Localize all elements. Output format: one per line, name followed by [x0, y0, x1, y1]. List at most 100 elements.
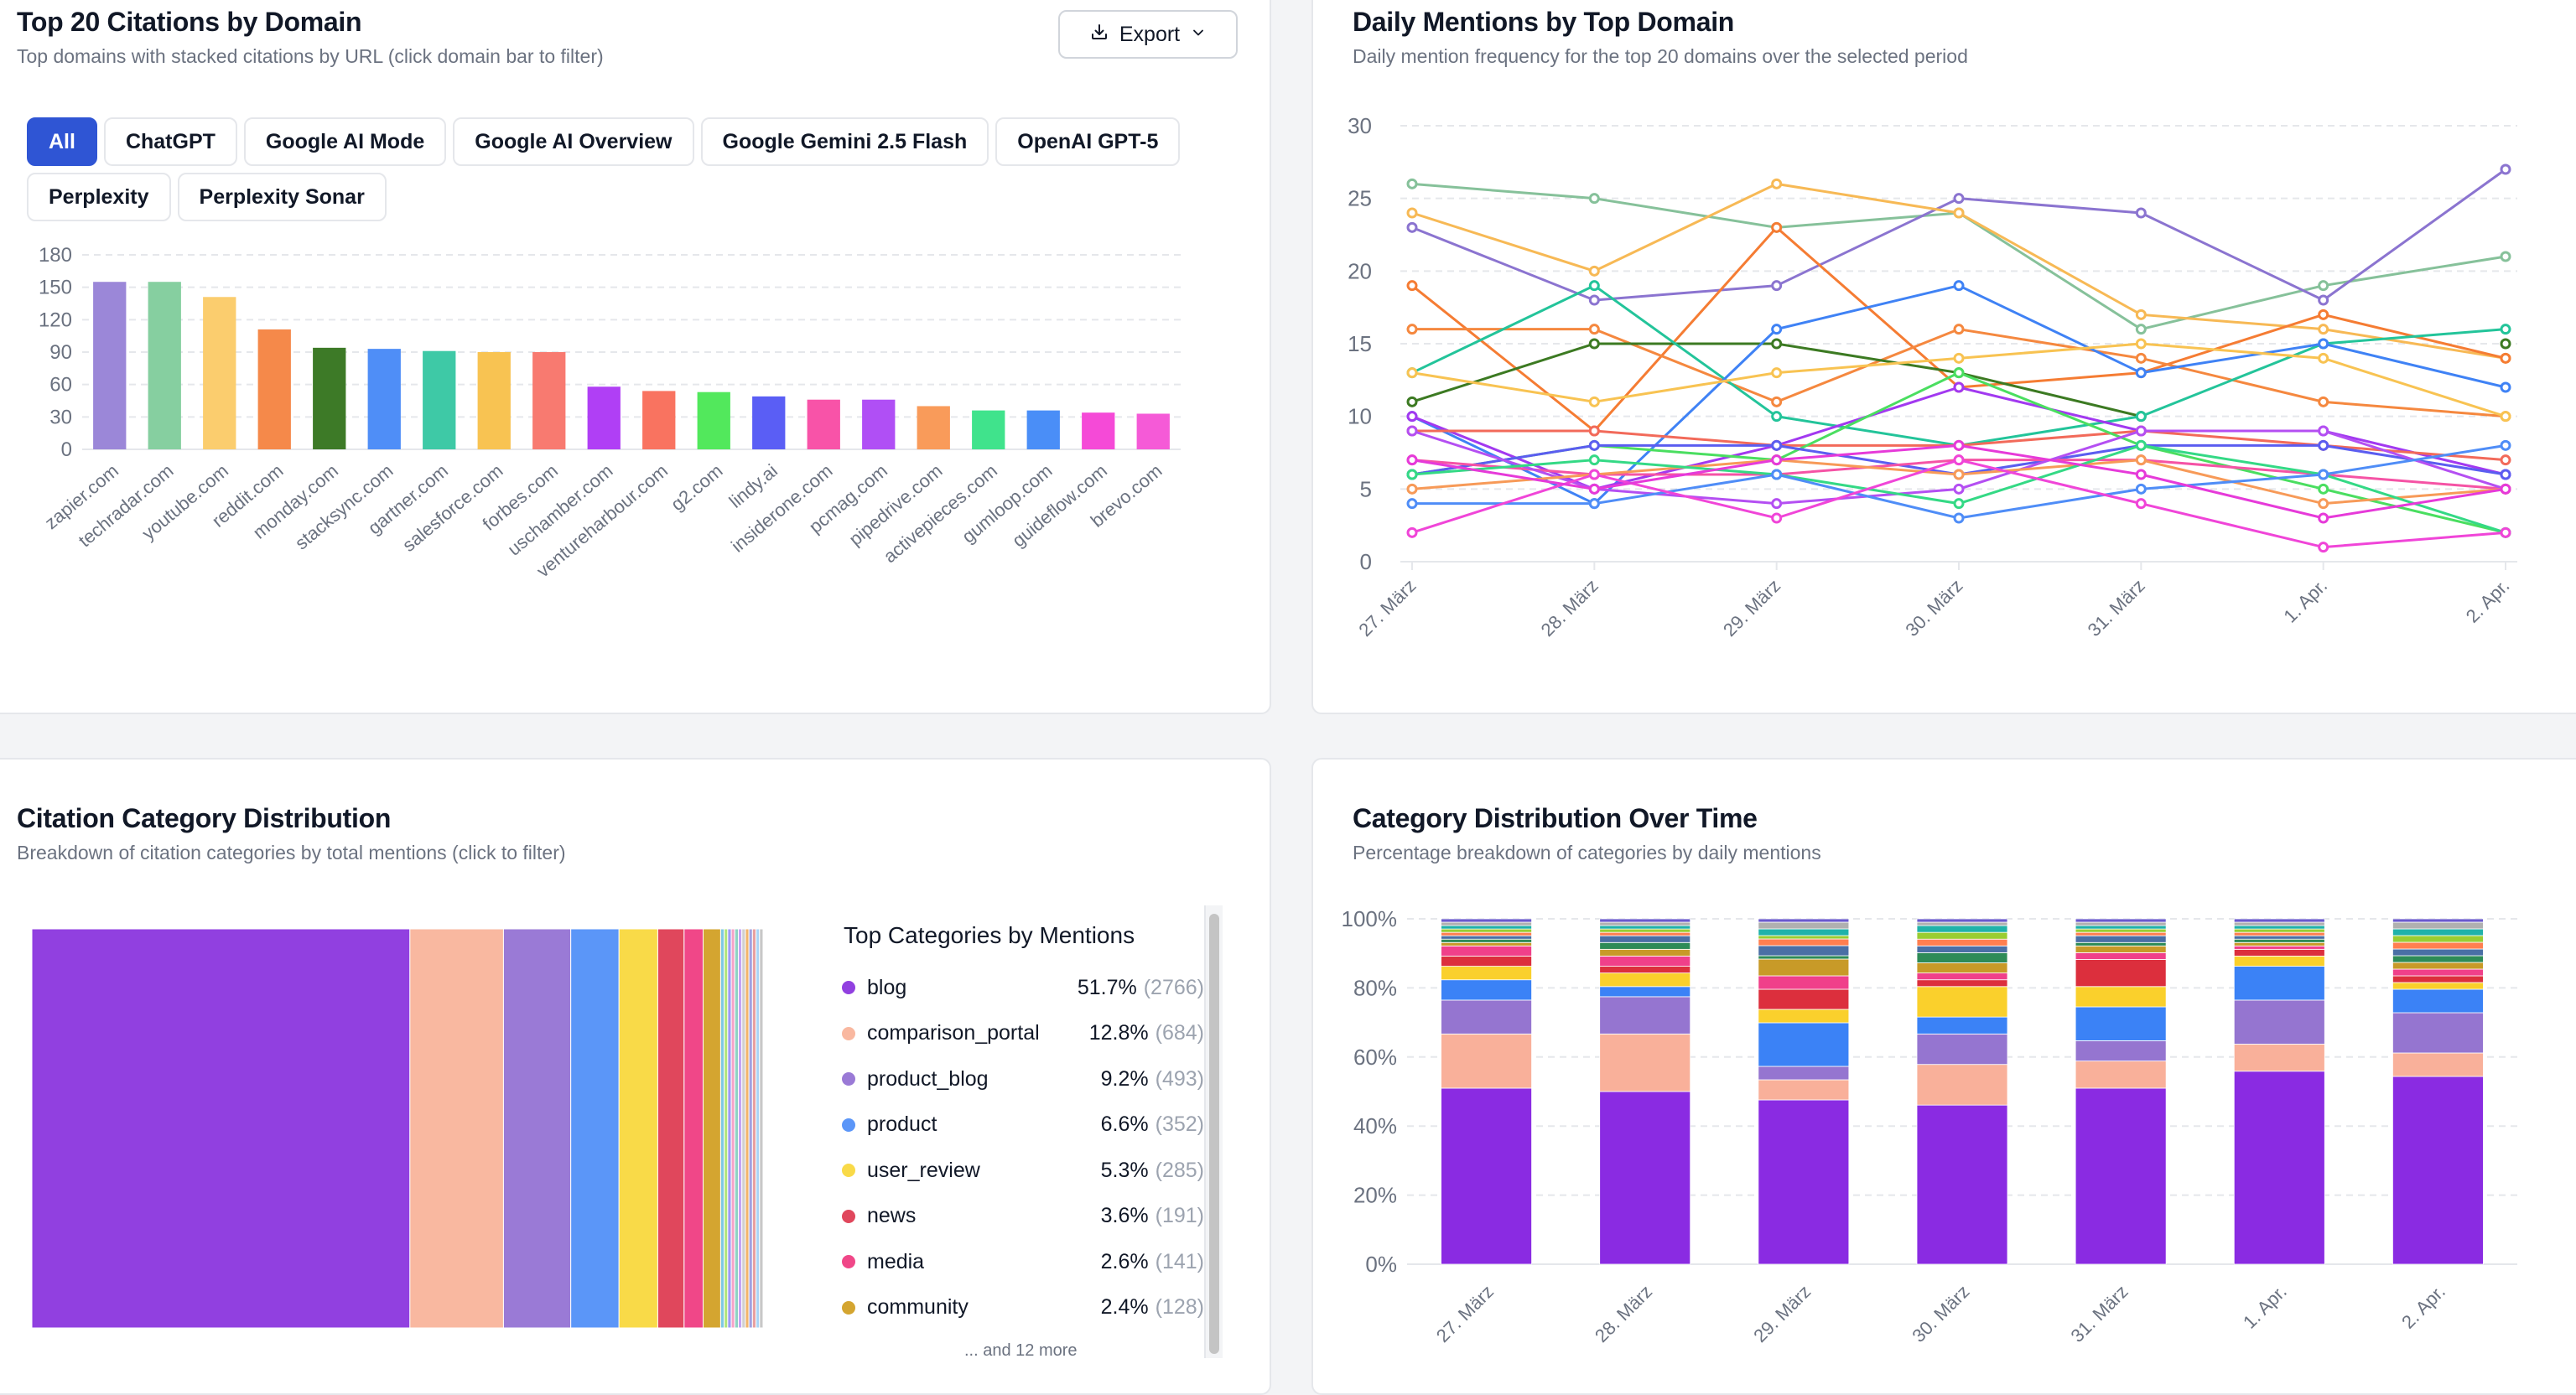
data-point: [1588, 324, 1600, 335]
data-point: [2135, 439, 2147, 451]
data-point: [2135, 411, 2147, 423]
tab-all[interactable]: All: [27, 117, 97, 166]
stacked-segment: [1599, 996, 1691, 1035]
legend-more-link[interactable]: ... and 12 more: [964, 1341, 1078, 1360]
stacked-segment: [1916, 979, 2008, 988]
stacked-segment: [2392, 975, 2484, 983]
legend-dot: [842, 1255, 855, 1268]
stacked-segment: [1758, 935, 1850, 940]
data-point: [1771, 498, 1783, 510]
data-point: [1406, 425, 1418, 437]
domain-citations-subtitle: Top domains with stacked citations by UR…: [17, 45, 604, 67]
treemap-cell-other: [748, 929, 753, 1329]
data-point: [1588, 425, 1600, 437]
daily-mentions-subtitle: Daily mention frequency for the top 20 d…: [1353, 45, 1968, 67]
domain-bar: [203, 297, 236, 449]
data-point: [1771, 367, 1783, 379]
tab-perplexity-sonar[interactable]: Perplexity Sonar: [177, 173, 387, 221]
x-tick-label: guideflow.com: [1008, 460, 1111, 552]
legend-count: (2766): [1143, 975, 1204, 999]
data-point: [1406, 178, 1418, 189]
stacked-segment: [2392, 982, 2484, 990]
stacked-segment: [1916, 931, 2008, 940]
legend-count: (141): [1155, 1249, 1204, 1273]
legend-item-media[interactable]: media 2.6% (141): [842, 1245, 1204, 1278]
x-tick-label: 27. März: [1432, 1281, 1498, 1346]
y-tick-label: 15: [1348, 331, 1372, 356]
data-point: [2318, 294, 2329, 306]
stacked-segment: [2233, 999, 2325, 1045]
x-tick-label: g2.com: [667, 460, 726, 516]
legend-item-community[interactable]: community 2.4% (128): [842, 1291, 1204, 1325]
legend-scroll-thumb[interactable]: [1209, 914, 1219, 1354]
tab-openai-gpt-5[interactable]: OpenAI GPT-5: [995, 117, 1181, 166]
x-tick-label: 28. März: [1591, 1281, 1656, 1346]
legend-dot: [842, 1209, 855, 1223]
legend-percent: 2.4%: [1100, 1295, 1149, 1319]
data-point: [2318, 439, 2329, 451]
legend-name: product_blog: [867, 1066, 989, 1091]
stacked-segment: [1599, 918, 1691, 923]
stacked-segment: [1758, 1099, 1850, 1265]
data-point: [1588, 265, 1600, 277]
data-point: [1588, 280, 1600, 292]
stacked-segment: [1758, 955, 1850, 960]
data-point: [1406, 454, 1418, 466]
legend-item-product[interactable]: product 6.6% (352): [842, 1108, 1204, 1142]
stacked-segment: [2075, 925, 2167, 930]
x-tick-label: 30. März: [1901, 575, 1966, 640]
legend-item-blog[interactable]: blog 51.7% (2766): [842, 971, 1204, 1004]
y-tick-label: 30: [1348, 113, 1372, 138]
x-tick-label: 2. Apr.: [2462, 575, 2514, 627]
stacked-segment: [1441, 999, 1532, 1035]
stacked-segment: [2392, 1076, 2484, 1265]
tab-google-ai-mode[interactable]: Google AI Mode: [243, 117, 447, 166]
stacked-segment: [1599, 941, 1691, 950]
data-point: [1953, 207, 1965, 219]
data-point: [2135, 483, 2147, 495]
legend-item-comparison-portal[interactable]: comparison_portal 12.8% (684): [842, 1017, 1204, 1050]
stacked-segment: [1916, 921, 2008, 926]
stacked-segment: [1916, 1016, 2008, 1035]
tab-google-ai-overview[interactable]: Google AI Overview: [453, 117, 694, 166]
daily-mentions-line-chart: 0 5 10 15 20 25 30 27. März 28. März 29. März 30. …: [1348, 113, 2517, 640]
data-point: [2135, 498, 2147, 510]
stacked-segment: [1758, 918, 1850, 923]
category-over-time-title: Category Distribution Over Time: [1353, 803, 1758, 833]
stacked-segment: [1441, 918, 1532, 923]
treemap-cell-community: [702, 929, 721, 1329]
data-point: [1771, 469, 1783, 480]
legend-name: user_review: [867, 1158, 980, 1182]
domain-bar: [587, 386, 621, 449]
treemap-cell-other: [734, 929, 739, 1329]
stacked-segment: [2233, 956, 2325, 967]
y-tick-label: 60%: [1353, 1045, 1397, 1070]
stacked-segment: [2233, 966, 2325, 1001]
tab-google-gemini-2-5-flash[interactable]: Google Gemini 2.5 Flash: [700, 117, 989, 166]
data-point: [1953, 512, 1965, 524]
stacked-segment: [1441, 931, 1532, 936]
legend-item-user-review[interactable]: user_review 5.3% (285): [842, 1154, 1204, 1187]
legend-dot: [842, 1300, 855, 1315]
legend-item-product-blog[interactable]: product_blog 9.2% (493): [842, 1062, 1204, 1096]
data-point: [1588, 193, 1600, 205]
legend-dot: [842, 1072, 855, 1086]
stacked-segment: [1758, 928, 1850, 936]
stacked-segment: [2075, 1087, 2167, 1265]
tab-chatgpt[interactable]: ChatGPT: [103, 117, 237, 166]
data-point: [2318, 498, 2329, 510]
stacked-segment: [1916, 962, 2008, 974]
stacked-segment: [2075, 928, 2167, 933]
data-point: [2135, 352, 2147, 364]
data-point: [1406, 207, 1418, 219]
x-tick-label: 2. Apr.: [2397, 1281, 2449, 1333]
data-point: [1953, 367, 1965, 379]
export-button[interactable]: Export: [1058, 10, 1238, 59]
y-tick-label: 0: [1360, 549, 1372, 574]
stacked-segment: [2075, 921, 2167, 926]
stacked-segment: [2075, 918, 2167, 923]
tab-perplexity[interactable]: Perplexity: [27, 173, 171, 221]
data-point: [1406, 367, 1418, 379]
legend-item-news[interactable]: news 3.6% (191): [842, 1200, 1204, 1233]
legend-percent: 6.6%: [1100, 1112, 1149, 1136]
